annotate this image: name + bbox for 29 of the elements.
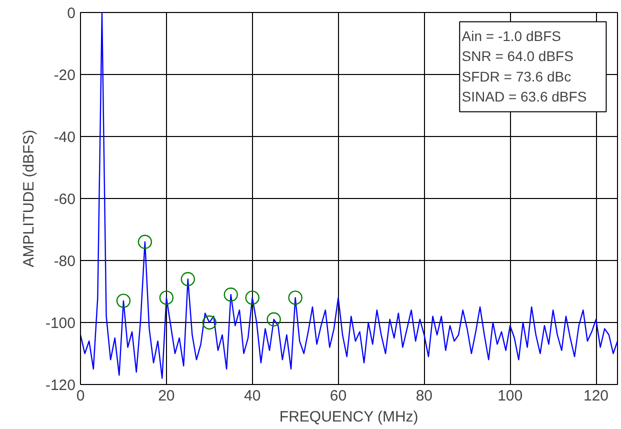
point xyxy=(116,294,131,308)
x-tick-label: 80 xyxy=(416,388,433,404)
annotation: Ain = -1.0 dBFS xyxy=(462,28,561,44)
y-axis-title: AMPLITUDE (dBFS) xyxy=(20,130,38,268)
x-tick-label: 20 xyxy=(158,388,175,404)
annotation: SINAD = 63.6 dBFS xyxy=(462,88,587,104)
x-tick-label: 60 xyxy=(330,388,347,404)
point xyxy=(224,288,238,302)
point xyxy=(202,315,216,330)
annotation: SFDR = 73.6 dBc xyxy=(462,68,572,84)
y-tick-label: -40 xyxy=(54,129,76,146)
line-series xyxy=(80,12,618,379)
y-tick-label: -80 xyxy=(54,253,76,270)
y-tick-label: 0 xyxy=(67,5,76,22)
y-tick-label: -100 xyxy=(45,315,76,332)
point xyxy=(266,312,281,326)
point xyxy=(159,290,174,305)
y-tick-label: -60 xyxy=(54,191,76,208)
x-axis-title: FREQUENCY (MHz) xyxy=(279,408,418,426)
point xyxy=(288,290,302,305)
y-tick-label: -120 xyxy=(45,377,76,394)
annotation: SNR = 64.0 dBFS xyxy=(462,48,574,64)
x-tick-label: 40 xyxy=(244,388,261,404)
x-tick-label: 120 xyxy=(584,388,609,404)
point xyxy=(180,272,195,286)
point xyxy=(138,234,152,249)
x-tick-label: 100 xyxy=(498,388,523,404)
point xyxy=(245,290,260,305)
y-tick-label: -20 xyxy=(54,67,76,84)
